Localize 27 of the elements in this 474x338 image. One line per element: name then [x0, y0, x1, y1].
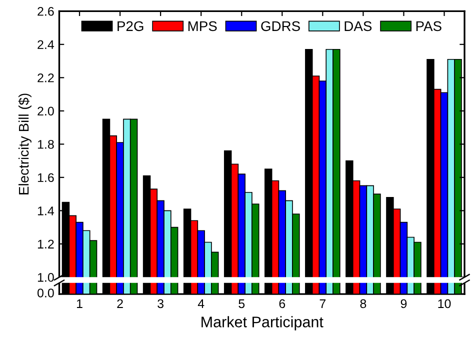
- x-tick-label: 1: [76, 299, 82, 308]
- y-tick-label: 1.4: [38, 206, 54, 216]
- x-tick-label: 7: [320, 299, 326, 308]
- x-tick-label: 4: [198, 299, 204, 308]
- legend-label: DAS: [344, 21, 372, 32]
- y-tick-label: 2.6: [38, 6, 54, 16]
- legend-label: PAS: [416, 21, 442, 32]
- text: 0.0: [38, 288, 54, 298]
- x-tick-label: 5: [238, 299, 245, 308]
- x-axis-title: Market Participant: [202, 316, 324, 330]
- legend-label: GDRS: [261, 21, 300, 32]
- x-tick-label: 2: [117, 299, 123, 308]
- legend-label: P2G: [118, 21, 144, 32]
- x-tick-label: 6: [279, 299, 286, 308]
- y-axis-title: Electricity Bill ($): [18, 94, 32, 194]
- x-tick-label: 10: [438, 299, 451, 308]
- x-tick-label: 8: [360, 299, 366, 308]
- y-tick-label: 2.2: [38, 73, 54, 82]
- y-tick-label: 1.0: [38, 272, 54, 282]
- x-tick-label: 3: [158, 299, 164, 308]
- y-tick-label: 2.4: [38, 40, 54, 49]
- y-tick-label: 1.8: [38, 140, 54, 149]
- y-tick-label: 1.2: [38, 240, 54, 248]
- y-tick-label: 2.0: [38, 106, 54, 116]
- x-tick-label: 9: [400, 299, 407, 308]
- y-tick-label: 1.6: [38, 173, 54, 182]
- legend-label: MPS: [188, 21, 217, 32]
